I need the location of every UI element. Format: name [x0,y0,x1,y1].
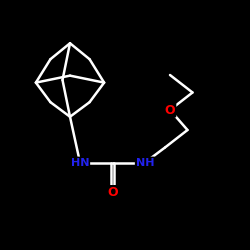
Text: O: O [107,186,118,199]
Text: O: O [165,104,175,117]
Text: NH: NH [136,158,154,168]
Text: HN: HN [71,158,89,168]
